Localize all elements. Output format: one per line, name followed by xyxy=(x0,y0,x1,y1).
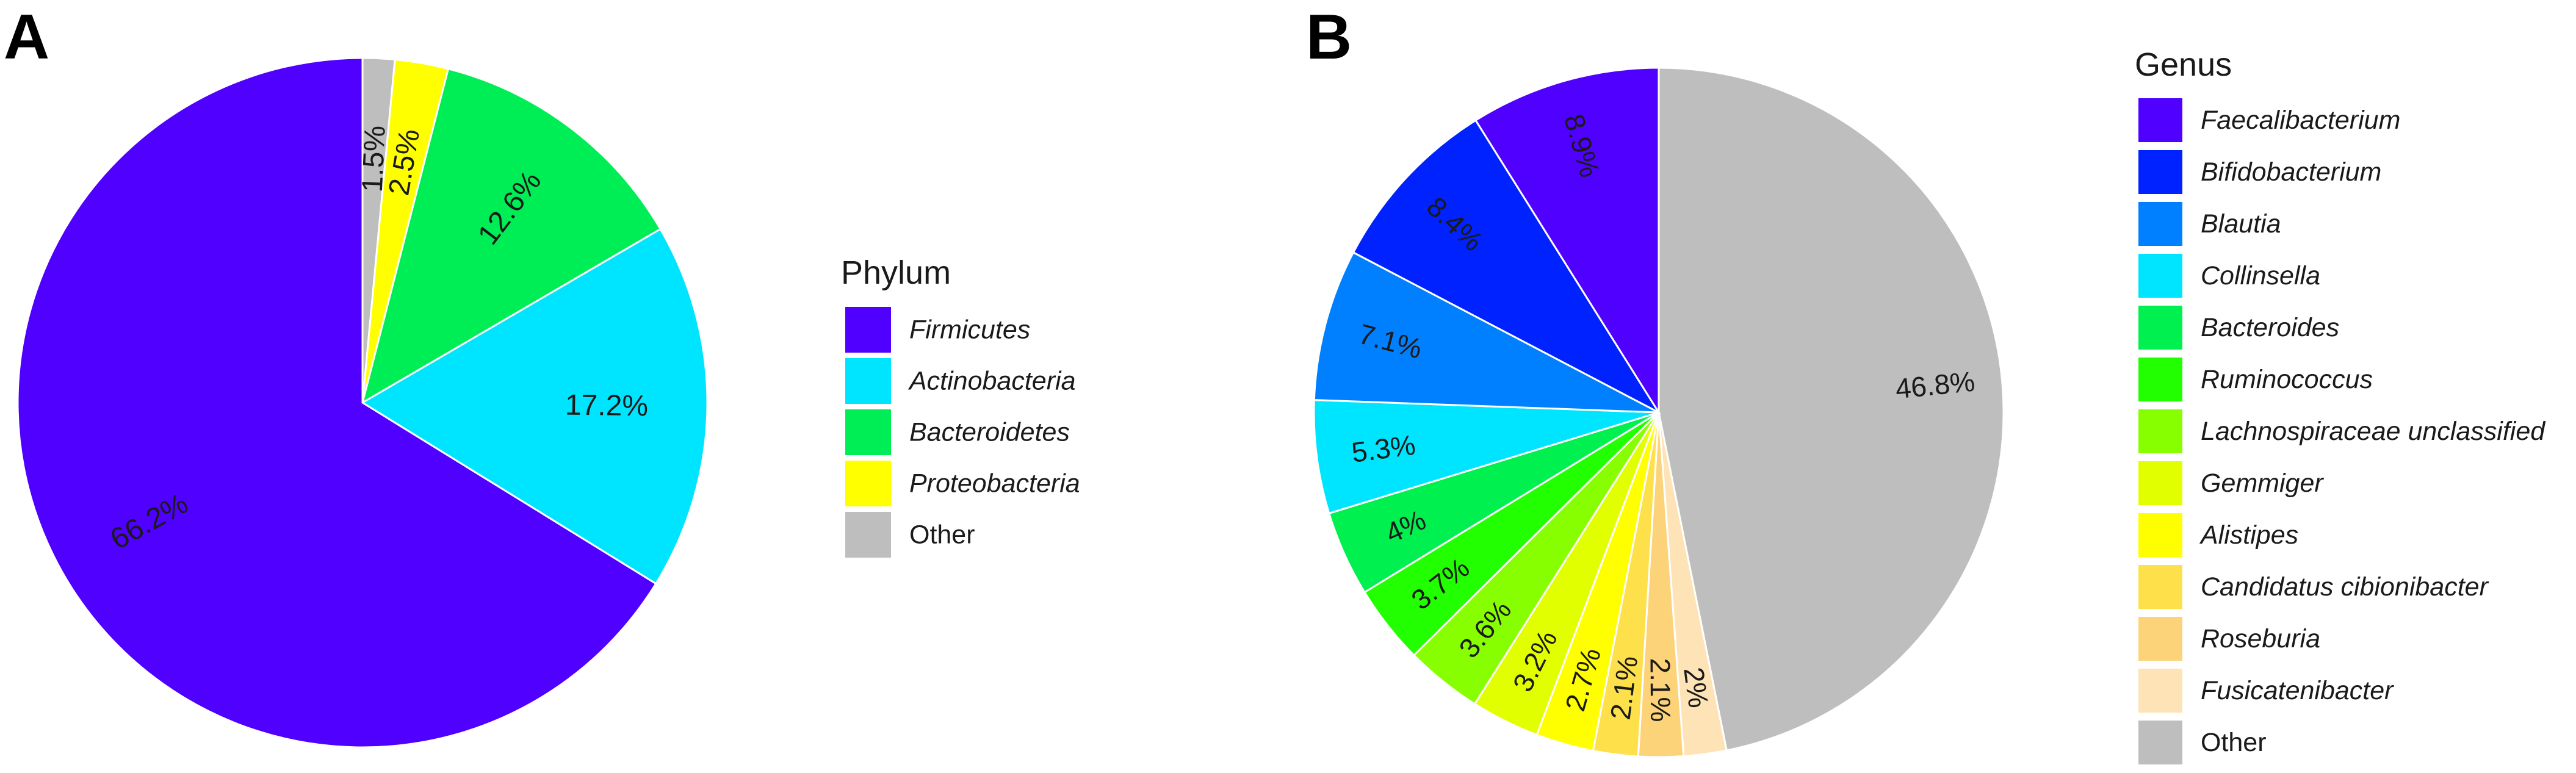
pie-slice-actinobacteria xyxy=(361,228,709,585)
legend-label-other: Other xyxy=(909,520,975,550)
legend-label-proteobacteria: Proteobacteria xyxy=(909,469,1080,498)
pie-chart-phylum: 1.5%2.5%12.6%17.2%66.2% xyxy=(16,57,709,749)
pie-slice-faecalibacterium xyxy=(1474,67,1660,416)
legend-swatch-roseburia xyxy=(2138,617,2182,661)
legend-item-bacteroidetes: Bacteroidetes xyxy=(845,409,1070,455)
legend-label-bacteroidetes: Bacteroidetes xyxy=(909,418,1070,447)
legend-label-bifidobacterium: Bifidobacterium xyxy=(2201,157,2381,187)
legend-label-firmicutes: Firmicutes xyxy=(909,315,1030,345)
legend-item-bifidobacterium: Bifidobacterium xyxy=(2138,150,2381,194)
legend-item-other: Other xyxy=(845,512,975,558)
legend-swatch-proteobacteria xyxy=(845,461,891,506)
legend-item-collinsella: Collinsella xyxy=(2138,254,2320,298)
pie-slice-blautia xyxy=(1313,251,1659,414)
legend-label-fusicatenibacter: Fusicatenibacter xyxy=(2201,676,2394,705)
legend-label-ruminococcus: Ruminococcus xyxy=(2201,365,2373,394)
legend-swatch-collinsella xyxy=(2138,254,2182,298)
legend-item-faecalibacterium: Faecalibacterium xyxy=(2138,98,2400,142)
pie-slice-firmicutes xyxy=(16,57,657,749)
legend-genus: Genus Faecalibacterium Bifidobacterium Bla… xyxy=(2135,46,2546,764)
legend-label-alistipes: Alistipes xyxy=(2199,520,2298,550)
legend-item-roseburia: Roseburia xyxy=(2138,617,2320,661)
legend-label-faecalibacterium: Faecalibacterium xyxy=(2201,106,2400,135)
legend-item-blautia: Blautia xyxy=(2138,202,2281,246)
legend-swatch-fusicatenibacter xyxy=(2138,669,2182,713)
legend-swatch-ruminococcus xyxy=(2138,358,2182,401)
legend-label-blautia: Blautia xyxy=(2201,209,2281,239)
legend-label-bacteroides: Bacteroides xyxy=(2201,313,2339,342)
legend-item-lachnospiraceae-unclassified: Lachnospiraceae unclassified xyxy=(2138,409,2546,453)
pie-slice-bifidobacterium xyxy=(1352,119,1662,415)
legend-item-proteobacteria: Proteobacteria xyxy=(845,461,1080,506)
legend-swatch-gemmiger xyxy=(2138,461,2182,505)
legend-item-actinobacteria: Actinobacteria xyxy=(845,358,1076,404)
legend-label-candidatus-cibionibacter: Candidatus cibionibacter xyxy=(2201,572,2489,602)
legend-title-phylum: Phylum xyxy=(841,254,951,291)
slice-label-roseburia: 2.1% xyxy=(1645,658,1677,722)
legend-swatch-blautia xyxy=(2138,202,2182,246)
legend-item-bacteroides: Bacteroides xyxy=(2138,306,2339,350)
legend-label-actinobacteria: Actinobacteria xyxy=(907,367,1076,396)
legend-swatch-candidatus-cibionibacter xyxy=(2138,565,2182,609)
legend-label-collinsella: Collinsella xyxy=(2201,261,2320,290)
legend-label-roseburia: Roseburia xyxy=(2201,624,2320,653)
legend-swatch-bacteroides xyxy=(2138,306,2182,350)
legend-item-fusicatenibacter: Fusicatenibacter xyxy=(2138,669,2394,713)
legend-swatch-other xyxy=(845,512,891,558)
panel-label-a: A xyxy=(4,2,49,73)
slice-label-fusicatenibacter: 2% xyxy=(1678,665,1714,710)
legend-title-genus: Genus xyxy=(2135,46,2232,83)
slice-label-other: 46.8% xyxy=(1894,365,1976,405)
legend-swatch-faecalibacterium xyxy=(2138,98,2182,142)
legend-item-gemmiger: Gemmiger xyxy=(2138,461,2324,505)
legend-item-firmicutes: Firmicutes xyxy=(845,307,1030,353)
legend-item-other: Other xyxy=(2138,721,2267,764)
legend-item-ruminococcus: Ruminococcus xyxy=(2138,358,2373,401)
legend-swatch-other xyxy=(2138,721,2182,764)
legend-label-gemmiger: Gemmiger xyxy=(2201,469,2324,498)
legend-swatch-firmicutes xyxy=(845,307,891,353)
pie-slice-bacteroidetes xyxy=(361,67,662,405)
pie-slice-other xyxy=(1658,67,2005,752)
legend-label-other: Other xyxy=(2201,728,2267,757)
legend-item-candidatus-cibionibacter: Candidatus cibionibacter xyxy=(2138,565,2489,609)
slice-label-other: 1.5% xyxy=(356,125,392,193)
pie-chart-genus: 46.8%2%2.1%2.1%2.7%3.2%3.6%3.7%4%5.3%7.1… xyxy=(1313,67,2005,758)
panel-label-b: B xyxy=(1306,2,1352,73)
slice-label-actinobacteria: 17.2% xyxy=(565,389,649,423)
legend-label-lachnospiraceae-unclassified: Lachnospiraceae unclassified xyxy=(2201,417,2546,446)
legend-item-alistipes: Alistipes xyxy=(2138,513,2298,557)
legend-swatch-alistipes xyxy=(2138,513,2182,557)
legend-swatch-bacteroidetes xyxy=(845,409,891,455)
legend-swatch-bifidobacterium xyxy=(2138,150,2182,194)
legend-swatch-actinobacteria xyxy=(845,358,891,404)
legend-swatch-lachnospiraceae-unclassified xyxy=(2138,409,2182,453)
legend-phylum: Phylum Firmicutes Actinobacteria Bacteroid… xyxy=(841,254,1080,558)
pie-slice-collinsella xyxy=(1313,399,1659,515)
